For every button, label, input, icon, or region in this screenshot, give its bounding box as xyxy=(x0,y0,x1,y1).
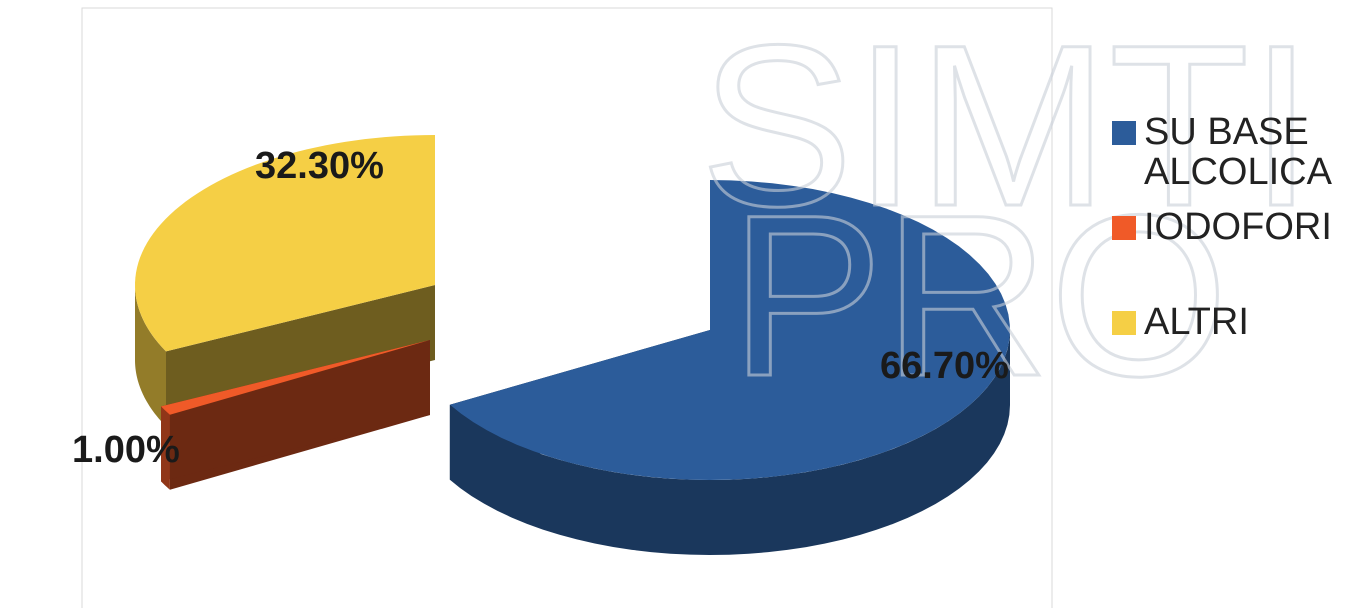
slice-side xyxy=(161,406,170,490)
slice-group xyxy=(449,180,1010,555)
pie-slice xyxy=(449,180,1010,480)
pie-slice xyxy=(161,340,430,415)
legend-item: IODOFORI xyxy=(1112,207,1354,247)
slice-side xyxy=(449,330,1010,555)
slice-side xyxy=(135,285,167,427)
value-label: 32.30% xyxy=(255,145,384,187)
legend-label: SU BASE ALCOLICA xyxy=(1144,111,1332,193)
watermark: PRO xyxy=(730,167,1228,424)
watermark: SIMTI xyxy=(700,0,1313,254)
legend-swatch xyxy=(1112,311,1136,335)
legend-swatch xyxy=(1112,216,1136,240)
slice-group xyxy=(161,340,430,490)
pie-slice xyxy=(135,135,435,352)
legend-item: SU BASE ALCOLICA xyxy=(1112,112,1354,192)
plot-frame xyxy=(81,7,1053,608)
legend-swatch xyxy=(1112,121,1136,145)
legend-label: IODOFORI xyxy=(1144,206,1332,248)
slice-side xyxy=(161,340,430,482)
legend-item: ALTRI xyxy=(1112,302,1354,342)
value-label: 66.70% xyxy=(880,345,1009,387)
legend-label: ALTRI xyxy=(1144,301,1249,343)
value-label: 1.00% xyxy=(72,429,180,471)
